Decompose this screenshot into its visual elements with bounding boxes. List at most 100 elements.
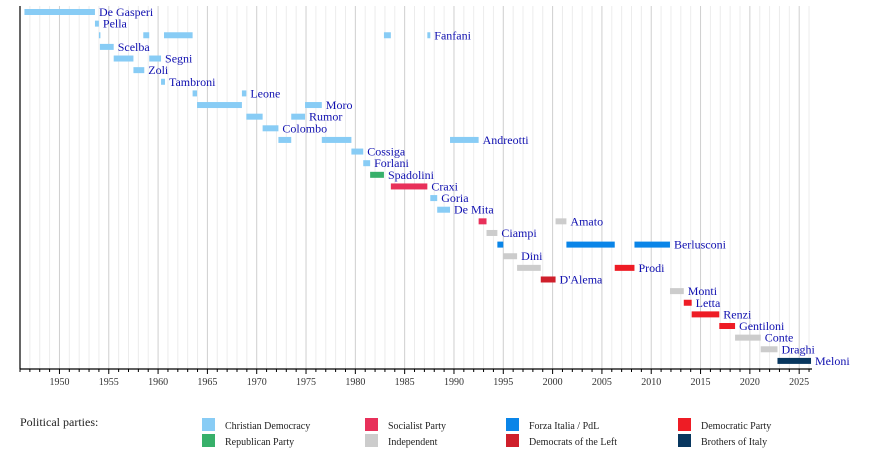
legend-entry: Socialist Party xyxy=(388,421,446,432)
grid xyxy=(19,6,810,369)
pm-label: Gentiloni xyxy=(739,319,785,333)
term-bar xyxy=(719,323,736,330)
term-bar xyxy=(503,253,518,260)
pm-label: Dini xyxy=(521,249,543,263)
legend-entry: Democratic Party xyxy=(701,421,771,432)
term-bar xyxy=(98,32,101,39)
term-bar xyxy=(143,32,150,39)
pm-label: Draghi xyxy=(781,342,815,356)
pm-label: Berlusconi xyxy=(674,238,727,252)
term-bar xyxy=(669,288,684,295)
pm-label: Craxi xyxy=(431,179,458,193)
pm-label: Monti xyxy=(688,284,718,298)
legend-swatch xyxy=(365,434,378,447)
term-bar xyxy=(683,299,692,306)
pm-label: Fanfani xyxy=(434,28,471,42)
legend-entry: Independent xyxy=(388,437,438,448)
pm-label: Leone xyxy=(250,86,280,100)
term-bar xyxy=(390,183,428,190)
tick-label: 1975 xyxy=(296,377,316,388)
tick-label: 2015 xyxy=(691,377,711,388)
legend-swatch xyxy=(678,418,691,431)
term-bar xyxy=(614,264,635,271)
tick-label: 1950 xyxy=(49,377,69,388)
pm-label: Pella xyxy=(103,17,128,31)
pm-label: Prodi xyxy=(638,261,665,275)
legend-swatch xyxy=(506,434,519,447)
term-bar xyxy=(760,346,778,353)
pm-label: Andreotti xyxy=(483,133,530,147)
pm-label: D'Alema xyxy=(560,272,603,286)
term-bar xyxy=(691,311,720,318)
legend-swatch xyxy=(506,418,519,431)
legend-entry: Democrats of the Left xyxy=(529,437,617,448)
term-bar xyxy=(497,241,504,248)
pm-label: Spadolini xyxy=(388,168,435,182)
tick-label: 2005 xyxy=(592,377,612,388)
term-bar xyxy=(291,113,306,120)
term-bar xyxy=(370,171,384,178)
term-bar xyxy=(94,20,99,27)
term-bar xyxy=(478,218,487,225)
term-bar xyxy=(305,102,322,109)
term-bar xyxy=(540,276,556,283)
term-bar xyxy=(197,102,242,109)
pm-label: Letta xyxy=(696,296,721,310)
term-bar xyxy=(437,206,451,213)
term-bar xyxy=(113,55,134,62)
term-bar xyxy=(321,136,352,143)
term-bar xyxy=(133,67,145,74)
term-bar xyxy=(450,136,479,143)
term-bar xyxy=(24,9,95,15)
pm-label: Meloni xyxy=(815,354,850,368)
pm-label: Zoli xyxy=(148,63,169,77)
tick-label: 1970 xyxy=(247,377,267,388)
term-bar xyxy=(99,43,114,50)
term-bar xyxy=(278,136,292,143)
term-bar xyxy=(192,90,198,97)
term-bar xyxy=(517,264,541,271)
pm-label: Moro xyxy=(326,98,353,112)
term-bar xyxy=(566,241,615,248)
legend-entry: Forza Italia / PdL xyxy=(529,421,599,432)
tick-label: 1990 xyxy=(444,377,464,388)
tick-label: 1980 xyxy=(345,377,365,388)
term-bar xyxy=(241,90,247,97)
pm-label: Scelba xyxy=(118,40,151,54)
term-bar xyxy=(262,125,279,132)
pm-label: Forlani xyxy=(374,156,409,170)
term-bar xyxy=(351,148,364,155)
term-bar xyxy=(634,241,670,248)
legend: Political parties: Christian Democracy So… xyxy=(20,415,771,448)
pm-label: Tambroni xyxy=(169,75,216,89)
tick-label: 2020 xyxy=(740,377,760,388)
term-bar xyxy=(735,334,761,341)
term-bar xyxy=(486,229,498,236)
legend-swatch xyxy=(202,418,215,431)
term-bar xyxy=(246,113,263,120)
legend-entry: Christian Democracy xyxy=(225,421,310,432)
pm-label: Rumor xyxy=(309,110,342,124)
term-bar xyxy=(555,218,567,225)
pm-label: Cossiga xyxy=(367,145,406,159)
legend-entry: Brothers of Italy xyxy=(701,437,767,448)
pm-label: De Mita xyxy=(454,203,494,217)
term-bar xyxy=(161,78,165,85)
pm-label: Goria xyxy=(441,191,469,205)
pm-label: Segni xyxy=(165,52,193,66)
pm-label: Colombo xyxy=(282,121,327,135)
legend-entry: Republican Party xyxy=(225,437,294,448)
pm-label: De Gasperi xyxy=(99,5,154,19)
term-bar xyxy=(777,357,812,364)
legend-swatch xyxy=(678,434,691,447)
tick-label: 1985 xyxy=(395,377,415,388)
tick-label: 1960 xyxy=(148,377,168,388)
pm-label: Conte xyxy=(765,331,794,345)
legend-title: Political parties: xyxy=(20,415,98,429)
pm-label: Ciampi xyxy=(501,226,537,240)
pm-label: Renzi xyxy=(723,307,752,321)
term-bar xyxy=(430,195,438,202)
term-bar xyxy=(363,160,371,167)
